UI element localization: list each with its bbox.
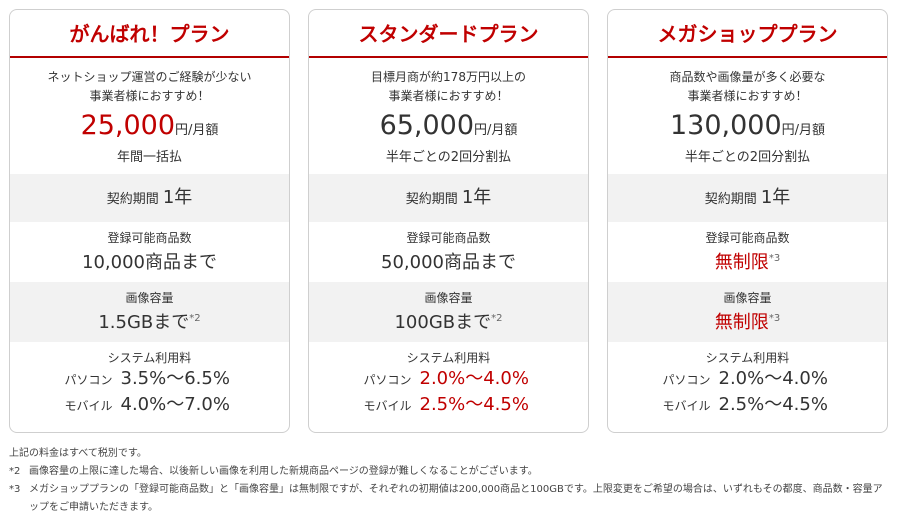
system-fee: システム利用料 パソコン 2.0%～4.0% モバイル 2.5%～4.5% [608, 342, 887, 432]
footnote-mark: *2 [491, 313, 503, 324]
item-limit-value: 10,000商品まで [10, 246, 289, 276]
fee-mobile-value: 2.5%～4.5% [419, 394, 529, 415]
system-fee-label: システム利用料 [705, 351, 790, 365]
contract-value: 1年 [461, 187, 492, 208]
image-capacity-value: 1.5GBまで*2 [10, 306, 289, 336]
fee-pc: パソコン 2.0%～4.0% [608, 366, 887, 392]
note-tax: 上記の料金はすべて税別です。 [9, 445, 889, 463]
plan-intro-line: 事業者様におすすめ！ [89, 89, 210, 103]
fee-mobile: モバイル 4.0%～7.0% [10, 392, 289, 418]
image-capacity-label: 画像容量 [723, 291, 772, 305]
plan-card-ganbare: がんばれ！プラン ネットショップ運営のご経験が少ない 事業者様におすすめ！ 25… [9, 9, 290, 433]
plan-card-standard: スタンダードプラン 目標月商が約178万円以上の 事業者様におすすめ！ 65,0… [308, 9, 589, 433]
system-fee: システム利用料 パソコン 2.0%～4.0% モバイル 2.5%～4.5% [309, 342, 588, 432]
image-capacity-text: 100GBまで [394, 312, 492, 333]
plan-intro-line: 事業者様におすすめ！ [388, 89, 509, 103]
item-limit: 登録可能商品数 50,000商品まで [309, 222, 588, 282]
fee-mobile-value: 4.0%～7.0% [120, 394, 230, 415]
fee-pc: パソコン 3.5%～6.5% [10, 366, 289, 392]
plan-title: メガショッププラン [608, 10, 887, 58]
price-unit: 円/月額 [474, 123, 518, 138]
image-capacity-label: 画像容量 [424, 291, 473, 305]
image-capacity: 画像容量 1.5GBまで*2 [10, 282, 289, 342]
plan-price: 25,000円/月額 [10, 109, 289, 148]
image-capacity: 画像容量 100GBまで*2 [309, 282, 588, 342]
price-unit: 円/月額 [175, 123, 219, 138]
image-capacity: 画像容量 無制限*3 [608, 282, 887, 342]
note-text: メガショッププランの「登録可能商品数」と「画像容量」は無制限ですが、それぞれの初… [29, 484, 883, 513]
payment-method: 年間一括払 [116, 150, 182, 165]
item-limit-text: 無制限 [714, 252, 769, 273]
item-limit-value: 50,000商品まで [309, 246, 588, 276]
fee-mobile-label: モバイル [363, 399, 412, 413]
footnote-mark: *3 [768, 253, 781, 264]
plan-intro: ネットショップ運営のご経験が少ない 事業者様におすすめ！ [10, 68, 289, 106]
system-fee-label: システム利用料 [107, 351, 192, 365]
payment-method: 半年ごとの2回分割払 [684, 150, 811, 165]
fee-pc-value: 3.5%～6.5% [120, 368, 230, 389]
contract-period: 契約期間 1年 [10, 174, 289, 222]
contract-label: 契約期間 [704, 192, 757, 207]
plan-title: スタンダードプラン [309, 10, 588, 58]
image-capacity-text: 1.5GBまで [98, 312, 190, 333]
plan-price: 130,000円/月額 [608, 109, 887, 148]
fee-mobile: モバイル 2.5%～4.5% [608, 392, 887, 418]
plan-intro-line: 商品数や画像量が多く必要な [669, 70, 826, 84]
plan-price: 65,000円/月額 [309, 109, 588, 148]
fee-mobile-label: モバイル [64, 399, 113, 413]
item-limit-label: 登録可能商品数 [107, 231, 192, 245]
image-capacity-value: 100GBまで*2 [309, 306, 588, 336]
item-limit-label: 登録可能商品数 [705, 231, 790, 245]
fee-pc-label: パソコン [363, 373, 412, 387]
footnote-mark: *2 [189, 313, 201, 324]
note-mark: *3 [9, 484, 21, 495]
plan-intro-line: 目標月商が約178万円以上の [371, 70, 526, 84]
plan-card-megashop: メガショッププラン 商品数や画像量が多く必要な 事業者様におすすめ！ 130,0… [607, 9, 888, 433]
note-text: 画像容量の上限に達した場合、以後新しい画像を利用した新規商品ページの登録が難しく… [29, 466, 538, 477]
item-limit: 登録可能商品数 無制限*3 [608, 222, 887, 282]
system-fee-label: システム利用料 [406, 351, 491, 365]
fee-mobile-label: モバイル [662, 399, 711, 413]
item-limit-text: 50,000商品まで [381, 252, 516, 273]
plan-intro: 目標月商が約178万円以上の 事業者様におすすめ！ [309, 68, 588, 106]
price-value: 25,000 [80, 110, 176, 141]
note-image-capacity: *2 画像容量の上限に達した場合、以後新しい画像を利用した新規商品ページの登録が難… [9, 463, 889, 481]
price-value: 130,000 [669, 110, 782, 141]
contract-label: 契約期間 [405, 192, 458, 207]
price-unit: 円/月額 [781, 123, 826, 138]
price-value: 65,000 [379, 110, 475, 141]
contract-period: 契約期間 1年 [309, 174, 588, 222]
note-mark: *2 [9, 466, 21, 477]
item-limit-text: 10,000商品まで [82, 252, 217, 273]
fee-mobile-value: 2.5%～4.5% [718, 394, 828, 415]
note-text: 上記の料金はすべて税別です。 [9, 448, 147, 459]
fee-pc-label: パソコン [64, 373, 113, 387]
image-capacity-label: 画像容量 [125, 291, 174, 305]
payment-method: 半年ごとの2回分割払 [385, 150, 512, 165]
fee-pc-value: 2.0%～4.0% [419, 368, 529, 389]
contract-value: 1年 [162, 187, 193, 208]
footnotes: 上記の料金はすべて税別です。 *2 画像容量の上限に達した場合、以後新しい画像を利… [9, 445, 889, 517]
image-capacity-text: 無制限 [714, 312, 769, 333]
contract-period: 契約期間 1年 [608, 174, 887, 222]
system-fee: システム利用料 パソコン 3.5%～6.5% モバイル 4.0%～7.0% [10, 342, 289, 432]
item-limit-value: 無制限*3 [608, 246, 887, 276]
footnote-mark: *3 [768, 313, 781, 324]
note-megashop: *3 メガショッププランの「登録可能商品数」と「画像容量」は無制限ですが、それぞれ… [9, 481, 889, 517]
plan-intro: 商品数や画像量が多く必要な 事業者様におすすめ！ [608, 68, 887, 106]
fee-pc-value: 2.0%～4.0% [718, 368, 828, 389]
plan-intro-line: 事業者様におすすめ！ [687, 89, 808, 103]
fee-mobile: モバイル 2.5%～4.5% [309, 392, 588, 418]
fee-pc-label: パソコン [662, 373, 711, 387]
image-capacity-value: 無制限*3 [608, 306, 887, 336]
item-limit: 登録可能商品数 10,000商品まで [10, 222, 289, 282]
item-limit-label: 登録可能商品数 [406, 231, 491, 245]
fee-pc: パソコン 2.0%～4.0% [309, 366, 588, 392]
contract-label: 契約期間 [106, 192, 159, 207]
plan-intro-line: ネットショップ運営のご経験が少ない [47, 70, 252, 84]
plan-comparison: がんばれ！プラン ネットショップ運営のご経験が少ない 事業者様におすすめ！ 25… [9, 9, 889, 433]
plan-title: がんばれ！プラン [10, 10, 289, 58]
contract-value: 1年 [760, 187, 791, 208]
